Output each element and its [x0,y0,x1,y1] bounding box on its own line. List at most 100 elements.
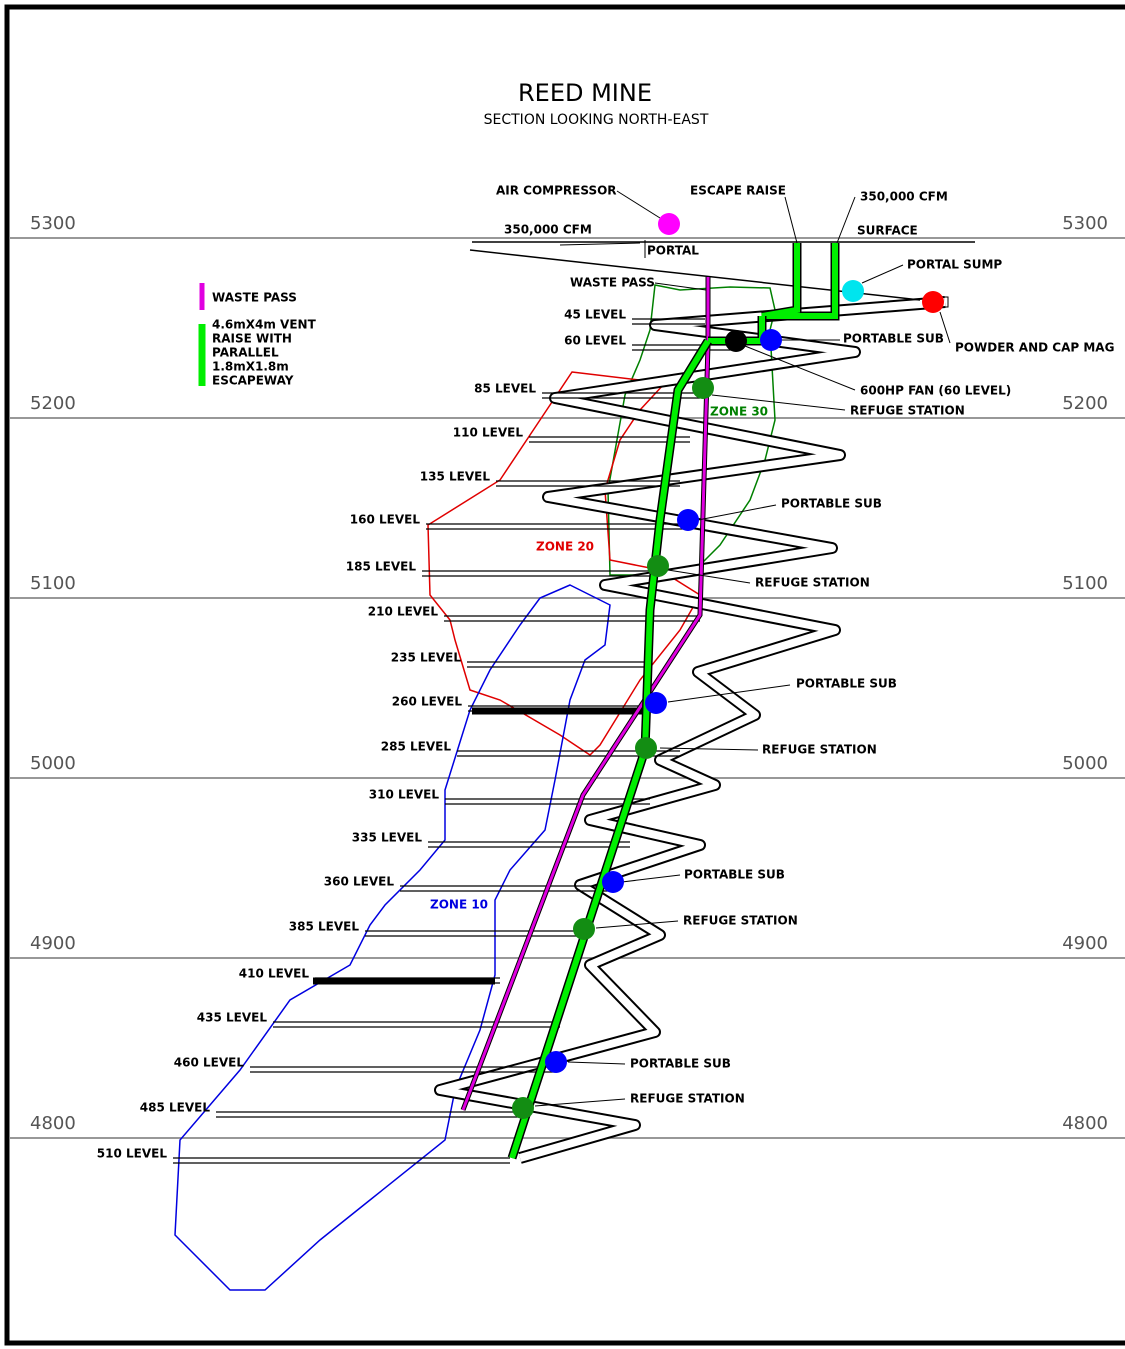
legend-label: WASTE PASS [212,291,297,305]
station-dot [512,1097,534,1119]
level-label: 185 LEVEL [346,560,417,574]
annotation: WASTE PASS [570,276,655,290]
level-label: 60 LEVEL [564,334,626,348]
zone-outline [427,371,702,756]
annotation: REFUGE STATION [762,743,877,757]
leader-line [667,569,751,584]
station-dot [602,871,624,893]
elevation-label: 5000 [1062,753,1108,774]
station-dot [645,692,667,714]
level-label: 360 LEVEL [324,875,395,889]
elevation-label: 5200 [1062,393,1108,414]
level-label: 235 LEVEL [391,651,462,665]
level-label: 310 LEVEL [369,788,440,802]
elevation-label: 5200 [30,393,76,414]
leader-line [744,345,856,391]
annotation: REFUGE STATION [683,914,798,928]
leader-line [784,196,798,244]
title: REED MINE [518,79,652,107]
leader-line [711,394,846,411]
annotation: PORTABLE SUB [684,868,785,882]
zone-label: ZONE 10 [430,898,488,912]
leader-line [534,1098,626,1107]
level-label: 485 LEVEL [140,1101,211,1115]
station-dot [760,329,782,351]
level-label: 510 LEVEL [97,1147,168,1161]
zone-outline [174,584,611,1291]
elevation-label: 4900 [30,933,76,954]
leader-line [667,684,791,703]
level-label: 85 LEVEL [474,382,536,396]
station-dot [725,330,747,352]
leader-line [621,874,681,883]
station-dot [635,737,657,759]
annotation: PORTABLE SUB [796,677,897,691]
level-label: 385 LEVEL [289,920,360,934]
legend-label: PARALLEL [212,346,279,360]
annotation: PORTABLE SUB [781,497,882,511]
level-label: 285 LEVEL [381,740,452,754]
elevation-label: 4900 [1062,933,1108,954]
elevation-label: 5100 [1062,573,1108,594]
station-dot [677,509,699,531]
level-label: 260 LEVEL [392,695,463,709]
station-dot [922,291,944,313]
level-label: 135 LEVEL [420,470,491,484]
zone-label: ZONE 20 [536,540,594,554]
leader-line [697,504,777,521]
annotation: 350,000 CFM [860,190,948,204]
level-label: 210 LEVEL [368,605,439,619]
leader-line [595,920,679,929]
leader-line [654,282,707,291]
leader-line [939,311,951,344]
annotation: PORTABLE SUB [843,332,944,346]
station-dot [692,377,714,399]
annotation: ESCAPE RAISE [690,184,786,198]
annotation: PORTAL [647,244,699,258]
level-label: 435 LEVEL [197,1011,268,1025]
annotation: AIR COMPRESSOR [496,184,617,198]
station-dot [545,1051,567,1073]
elevation-label: 4800 [30,1113,76,1134]
elevation-label: 5000 [30,753,76,774]
legend-label: ESCAPEWAY [212,374,294,388]
station-dot [842,280,864,302]
leader-line [861,264,904,284]
annotation: SURFACE [857,224,918,238]
legend-label: RAISE WITH [212,332,292,346]
zone-label: ZONE 30 [710,405,768,419]
elevation-label: 5300 [30,213,76,234]
annotation: 350,000 CFM [504,223,592,237]
level-label: 335 LEVEL [352,831,423,845]
elevation-label: 4800 [1062,1113,1108,1134]
level-label: 45 LEVEL [564,308,626,322]
leader-line [616,190,661,219]
ramp-inner [436,298,946,1162]
leader-line [567,1061,626,1065]
annotation: PORTABLE SUB [630,1057,731,1071]
annotation: REFUGE STATION [850,404,965,418]
elevation-label: 5300 [1062,213,1108,234]
frame [4,4,1125,1346]
subtitle: SECTION LOOKING NORTH-EAST [484,112,709,128]
waste-pass [461,277,710,1111]
legend-label: 4.6mX4m VENT [212,318,317,332]
annotation: REFUGE STATION [755,576,870,590]
leader-line [659,747,759,751]
level-label: 160 LEVEL [350,513,421,527]
station-dot [658,213,680,235]
station-dot [573,918,595,940]
annotation: POWDER AND CAP MAG [955,341,1114,355]
annotation: PORTAL SUMP [907,258,1002,272]
annotation: 600HP FAN (60 LEVEL) [860,384,1011,398]
level-label: 410 LEVEL [239,967,310,981]
station-dot [647,555,669,577]
level-label: 460 LEVEL [174,1056,245,1070]
annotation: REFUGE STATION [630,1092,745,1106]
legend-label: 1.8mX1.8m [212,360,289,374]
leader-line [559,242,641,246]
level-label: 110 LEVEL [453,426,524,440]
leader-line [836,196,856,244]
elevation-label: 5100 [30,573,76,594]
